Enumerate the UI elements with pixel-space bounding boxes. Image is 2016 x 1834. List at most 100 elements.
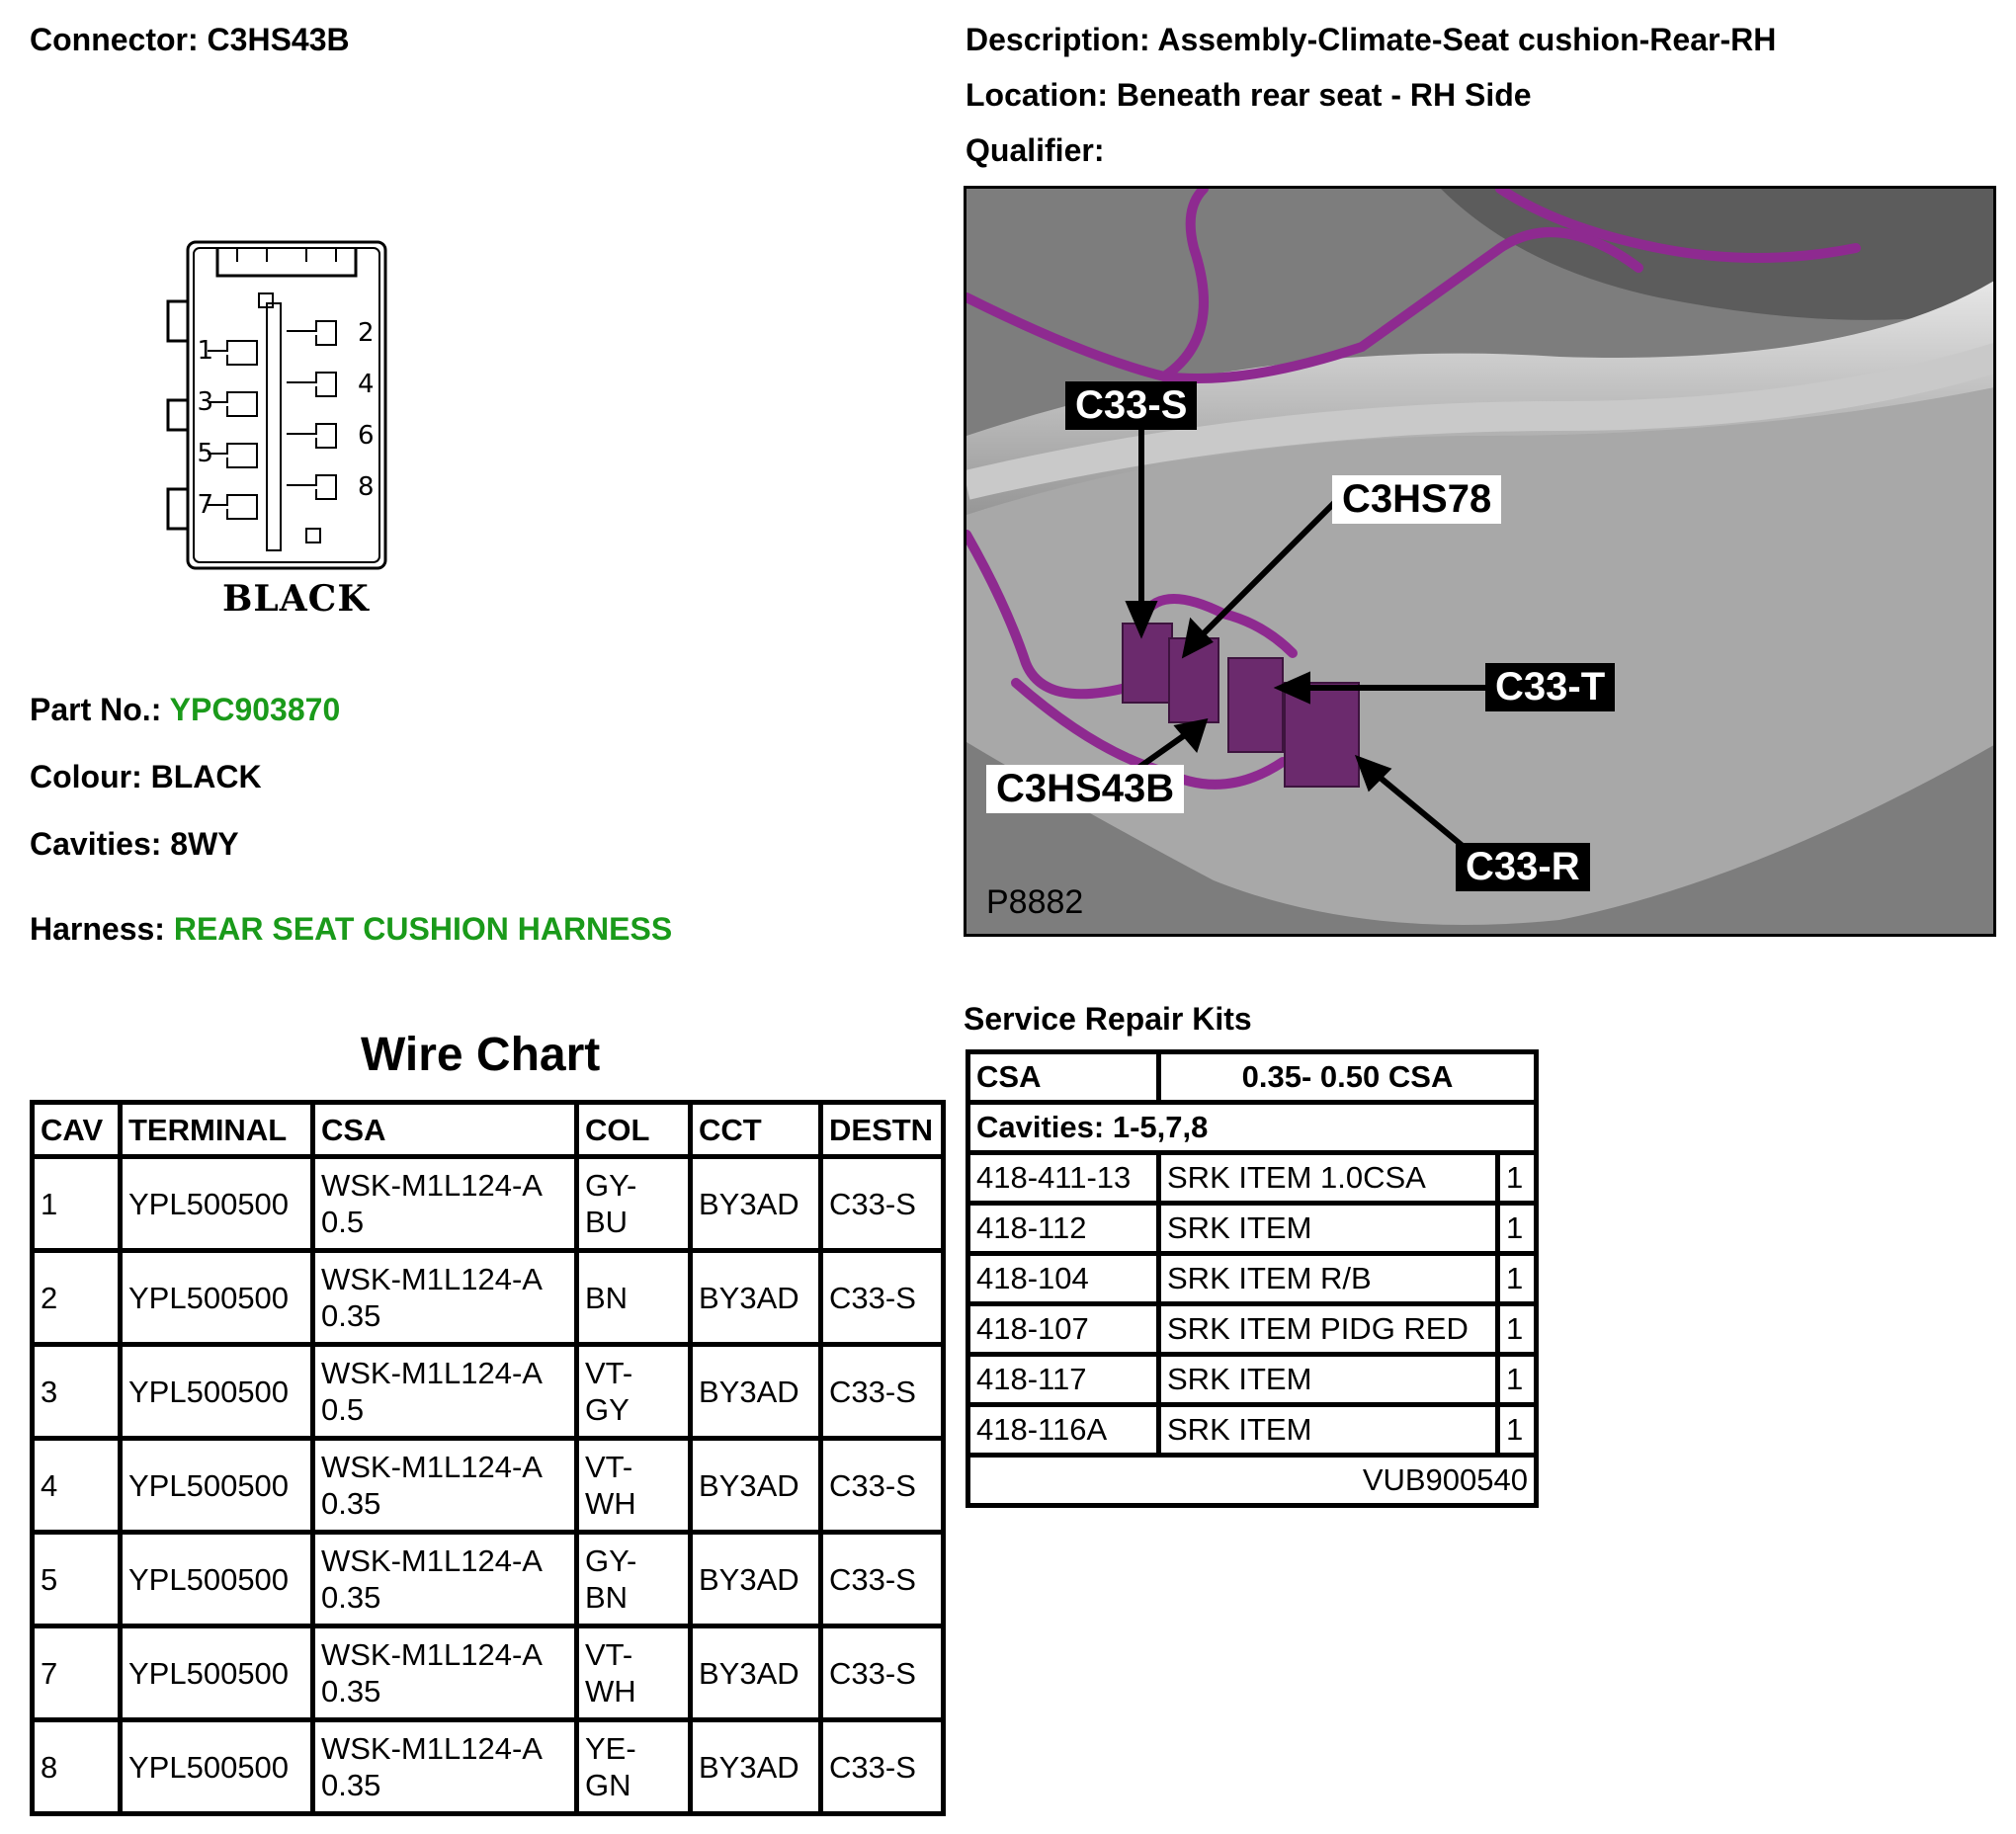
- terminal-cell: YPL500500: [118, 1436, 315, 1535]
- cavities-line: Cavities: 8WY: [30, 826, 239, 863]
- harness-line: Harness: REAR SEAT CUSHION HARNESS: [30, 911, 672, 948]
- cav-cell: 7: [30, 1624, 123, 1722]
- terminal-cell: YPL500500: [118, 1248, 315, 1347]
- srk-footer-row: VUB900540: [966, 1453, 1539, 1508]
- connector-label: Connector:: [30, 22, 199, 57]
- wire-chart-table: CAV TERMINAL CSA COL CCT DESTN 1 YPL5005…: [30, 1100, 946, 1816]
- part-no-link[interactable]: YPC903870: [169, 692, 341, 727]
- table-row: 1 YPL500500 WSK-M1L124-A 0.5 GY- BU BY3A…: [30, 1154, 946, 1253]
- srk-code: 418-112: [966, 1201, 1161, 1256]
- cct-cell: BY3AD: [688, 1154, 823, 1253]
- srk-csa-value: 0.35- 0.50 CSA: [1156, 1049, 1539, 1105]
- service-repair-kits-table: CSA 0.35- 0.50 CSA Cavities: 1-5,7,8 418…: [966, 1049, 1539, 1508]
- cct-cell: BY3AD: [688, 1717, 823, 1816]
- col-cell: VT- GY: [574, 1342, 693, 1441]
- harness-link[interactable]: REAR SEAT CUSHION HARNESS: [173, 911, 673, 947]
- cav-cell: 3: [30, 1342, 123, 1441]
- cct-cell: BY3AD: [688, 1530, 823, 1628]
- table-row: 7 YPL500500 WSK-M1L124-A 0.35 VT- WH BY3…: [30, 1624, 946, 1722]
- srk-item-row: 418-411-13 SRK ITEM 1.0CSA 1: [966, 1150, 1539, 1206]
- srk-csa-row: CSA 0.35- 0.50 CSA: [966, 1049, 1539, 1105]
- srk-qty: 1: [1495, 1301, 1539, 1357]
- header-col: COL: [574, 1100, 693, 1159]
- terminal-cell: YPL500500: [118, 1342, 315, 1441]
- cav-cell: 1: [30, 1154, 123, 1253]
- cavities-label: Cavities:: [30, 826, 162, 862]
- pin-label: 3: [197, 387, 213, 417]
- srk-qty: 1: [1495, 1402, 1539, 1458]
- cct-cell: BY3AD: [688, 1436, 823, 1535]
- destn-cell: C33-S: [818, 1154, 946, 1253]
- srk-code: 418-117: [966, 1352, 1161, 1407]
- destn-cell: C33-S: [818, 1248, 946, 1347]
- csa-cell: WSK-M1L124-A 0.35: [310, 1248, 579, 1347]
- srk-code: 418-104: [966, 1251, 1161, 1306]
- destn-cell: C33-S: [818, 1624, 946, 1722]
- qualifier-line: Qualifier:: [966, 132, 1104, 169]
- cct-cell: BY3AD: [688, 1248, 823, 1347]
- pin-label: 5: [197, 439, 213, 468]
- cav-cell: 8: [30, 1717, 123, 1816]
- destn-cell: C33-S: [818, 1342, 946, 1441]
- pin-label: 4: [358, 370, 375, 399]
- qualifier-label: Qualifier:: [966, 132, 1105, 168]
- location-value: Beneath rear seat - RH Side: [1116, 77, 1532, 113]
- connector-face-diagram: 1 3 5 7 2 4 6 8: [166, 240, 387, 570]
- pin-label: 7: [197, 490, 213, 520]
- srk-qty: 1: [1495, 1201, 1539, 1256]
- terminal-cell: YPL500500: [118, 1154, 315, 1253]
- col-cell: YE- GN: [574, 1717, 693, 1816]
- terminal-cell: YPL500500: [118, 1530, 315, 1628]
- terminal-cell: YPL500500: [118, 1624, 315, 1722]
- srk-qty: 1: [1495, 1150, 1539, 1206]
- part-no-label: Part No.:: [30, 692, 162, 727]
- pin-label: 6: [358, 421, 375, 451]
- header-csa: CSA: [310, 1100, 579, 1159]
- col-cell: VT- WH: [574, 1624, 693, 1722]
- csa-cell: WSK-M1L124-A 0.35: [310, 1624, 579, 1722]
- colour-value: BLACK: [150, 759, 262, 794]
- pin-label: 8: [358, 472, 375, 502]
- srk-item-row: 418-116A SRK ITEM 1: [966, 1402, 1539, 1458]
- description-value: Assembly-Climate-Seat cushion-Rear-RH: [1157, 22, 1777, 57]
- srk-desc: SRK ITEM 1.0CSA: [1156, 1150, 1500, 1206]
- srk-item-row: 418-104 SRK ITEM R/B 1: [966, 1251, 1539, 1306]
- csa-cell: WSK-M1L124-A 0.5: [310, 1342, 579, 1441]
- service-repair-kits-title: Service Repair Kits: [964, 1001, 1252, 1037]
- cav-cell: 4: [30, 1436, 123, 1535]
- colour-label: Colour:: [30, 759, 142, 794]
- srk-footer: VUB900540: [966, 1453, 1539, 1508]
- callout-label: C33-S: [1065, 381, 1198, 430]
- connector-colour-caption: BLACK: [222, 578, 370, 620]
- table-row: 3 YPL500500 WSK-M1L124-A 0.5 VT- GY BY3A…: [30, 1342, 946, 1441]
- header-terminal: TERMINAL: [118, 1100, 315, 1159]
- table-row: 8 YPL500500 WSK-M1L124-A 0.35 YE- GN BY3…: [30, 1717, 946, 1816]
- srk-item-row: 418-117 SRK ITEM 1: [966, 1352, 1539, 1407]
- part-no-line: Part No.: YPC903870: [30, 692, 340, 728]
- csa-cell: WSK-M1L124-A 0.35: [310, 1530, 579, 1628]
- terminal-cell: YPL500500: [118, 1717, 315, 1816]
- srk-code: 418-107: [966, 1301, 1161, 1357]
- header-cav: CAV: [30, 1100, 123, 1159]
- srk-code: 418-116A: [966, 1402, 1161, 1458]
- srk-qty: 1: [1495, 1251, 1539, 1306]
- srk-desc: SRK ITEM: [1156, 1402, 1500, 1458]
- wire-chart-header-row: CAV TERMINAL CSA COL CCT DESTN: [30, 1100, 946, 1159]
- cct-cell: BY3AD: [688, 1624, 823, 1722]
- location-photo: C33-S C3HS78 C33-T C3HS43B C33-R P8882: [964, 186, 1996, 937]
- callout-label: C3HS78: [1332, 475, 1502, 524]
- col-cell: GY- BN: [574, 1530, 693, 1628]
- srk-csa-label: CSA: [966, 1049, 1161, 1105]
- srk-item-row: 418-107 SRK ITEM PIDG RED 1: [966, 1301, 1539, 1357]
- col-cell: GY- BU: [574, 1154, 693, 1253]
- description-label: Description:: [966, 22, 1150, 57]
- seat-illustration: [966, 189, 1993, 934]
- cav-cell: 5: [30, 1530, 123, 1628]
- srk-item-row: 418-112 SRK ITEM 1: [966, 1201, 1539, 1256]
- description-line: Description: Assembly-Climate-Seat cushi…: [966, 22, 1776, 58]
- srk-code: 418-411-13: [966, 1150, 1161, 1206]
- header-cct: CCT: [688, 1100, 823, 1159]
- photo-reference: P8882: [986, 883, 1084, 921]
- cav-cell: 2: [30, 1248, 123, 1347]
- destn-cell: C33-S: [818, 1436, 946, 1535]
